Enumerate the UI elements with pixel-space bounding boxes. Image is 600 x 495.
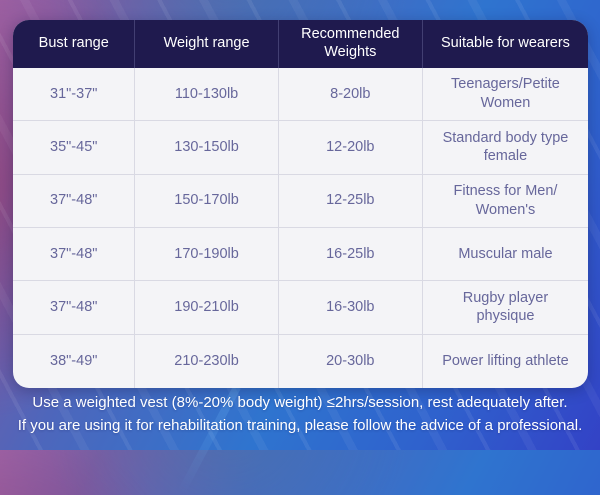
cell-recommended: 8-20lb bbox=[278, 68, 423, 122]
cell-recommended: 20-30lb bbox=[279, 334, 423, 388]
table-body: 31"-37" 110-130lb 8-20lb Teenagers/Petit… bbox=[13, 68, 588, 388]
usage-note: Use a weighted vest (8%-20% body weight)… bbox=[0, 391, 600, 438]
cell-suitable: Rugby player physique bbox=[422, 281, 588, 335]
cell-suitable: Standard body type female bbox=[422, 121, 588, 175]
table-row: 37"-48" 170-190lb 16-25lb Muscular male bbox=[13, 227, 588, 282]
cell-weight-range: 190-210lb bbox=[135, 281, 279, 335]
cell-bust-range: 38"-49" bbox=[13, 334, 136, 388]
table-row: 35"-45" 130-150lb 12-20lb Standard body … bbox=[13, 121, 588, 175]
cell-recommended: 16-30lb bbox=[278, 281, 423, 335]
cell-recommended: 12-25lb bbox=[278, 174, 423, 228]
header-cell-recommended-weights: Recommended Weights bbox=[279, 20, 423, 68]
cell-suitable: Fitness for Men/ Women's bbox=[422, 175, 588, 228]
table-row: 37"-48" 150-170lb 12-25lb Fitness for Me… bbox=[13, 174, 588, 228]
cell-bust-range: 35"-45" bbox=[13, 121, 136, 175]
cell-bust-range: 37"-48" bbox=[13, 281, 136, 335]
cell-weight-range: 210-230lb bbox=[135, 334, 279, 388]
header-cell-bust-range: Bust range bbox=[13, 20, 136, 68]
table-header-row: Bust range Weight range Recommended Weig… bbox=[13, 20, 588, 68]
cell-bust-range: 31"-37" bbox=[13, 68, 136, 122]
table-row: 37"-48" 190-210lb 16-30lb Rugby player p… bbox=[13, 281, 588, 335]
cell-weight-range: 170-190lb bbox=[135, 227, 279, 282]
cell-bust-range: 37"-48" bbox=[13, 174, 136, 228]
cell-weight-range: 150-170lb bbox=[135, 174, 279, 228]
table-row: 31"-37" 110-130lb 8-20lb Teenagers/Petit… bbox=[13, 68, 588, 122]
cell-suitable: Teenagers/Petite Women bbox=[422, 68, 588, 122]
cell-weight-range: 110-130lb bbox=[135, 68, 279, 122]
cell-recommended: 16-25lb bbox=[278, 227, 423, 282]
usage-note-line1: Use a weighted vest (8%-20% body weight)… bbox=[32, 394, 568, 411]
header-cell-suitable-wearers: Suitable for wearers bbox=[440, 35, 570, 52]
sizing-chart-table: Bust range Weight range Recommended Weig… bbox=[13, 20, 588, 388]
cell-recommended: 12-20lb bbox=[278, 121, 423, 175]
usage-note-line2: If you are using it for rehabilitation t… bbox=[17, 417, 583, 435]
header-cell-weight-range: Weight range bbox=[135, 20, 279, 68]
cell-suitable: Power lifting athlete bbox=[442, 352, 569, 369]
cell-weight-range: 130-150lb bbox=[135, 121, 279, 175]
table-row: 38"-49" 210-230lb 20-30lb Power lifting … bbox=[13, 334, 588, 388]
cell-suitable: Muscular male bbox=[422, 228, 588, 282]
cell-bust-range: 37"-48" bbox=[13, 227, 136, 282]
